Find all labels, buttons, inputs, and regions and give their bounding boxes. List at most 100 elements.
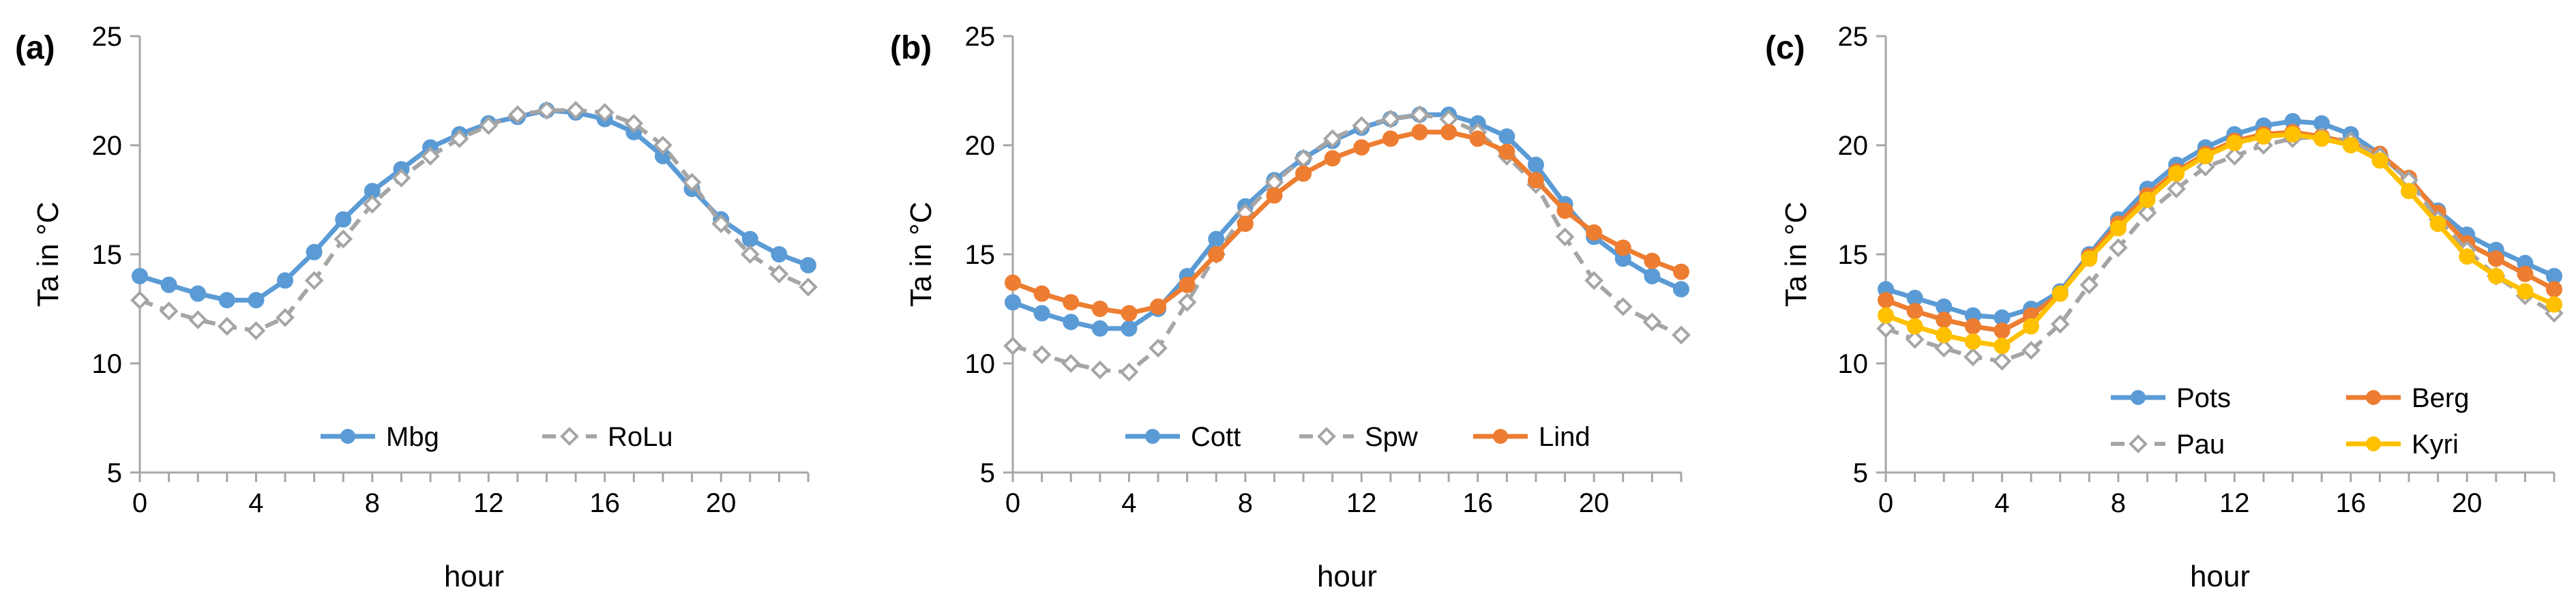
legend-item-berg: Berg xyxy=(2346,383,2470,413)
x-tick-label: 4 xyxy=(1121,488,1136,518)
data-point xyxy=(190,285,207,302)
data-point xyxy=(1936,327,1953,344)
data-point xyxy=(218,292,235,309)
x-tick-label: 16 xyxy=(589,488,620,518)
legend-label: RoLu xyxy=(608,422,673,452)
y-tick-label: 5 xyxy=(107,458,122,488)
y-tick-label: 20 xyxy=(92,131,123,161)
data-point xyxy=(1179,276,1196,293)
data-point xyxy=(391,168,411,188)
legend: Cott Spw Lind xyxy=(1125,422,1590,452)
x-tick-label: 8 xyxy=(365,488,380,518)
data-point xyxy=(1964,333,1981,350)
data-point xyxy=(2546,296,2562,313)
data-point xyxy=(2429,215,2446,232)
data-point xyxy=(1411,123,1428,140)
legend-label: Spw xyxy=(1365,422,1418,452)
data-point xyxy=(334,229,353,249)
x-tick-label: 8 xyxy=(1238,488,1253,518)
data-point xyxy=(1878,292,1894,309)
data-point xyxy=(1382,130,1399,147)
data-point xyxy=(1090,360,1110,380)
data-point xyxy=(1149,338,1168,358)
y-tick-label: 10 xyxy=(92,349,123,379)
x-tick-label: 4 xyxy=(1994,488,2009,518)
x-tick-label: 8 xyxy=(2111,488,2126,518)
panel-label: (c) xyxy=(1765,30,1805,66)
data-point xyxy=(2109,238,2128,258)
data-point xyxy=(130,290,149,310)
x-axis-title: hour xyxy=(1317,560,1377,593)
legend-marker xyxy=(2129,434,2148,453)
data-point xyxy=(1555,227,1575,247)
x-tick-label: 4 xyxy=(248,488,263,518)
data-point xyxy=(1584,271,1604,290)
data-point xyxy=(2081,250,2098,267)
data-point xyxy=(1005,274,1021,291)
data-point xyxy=(132,268,148,284)
data-point xyxy=(1033,305,1050,322)
data-point xyxy=(2284,126,2301,142)
chart-panel-1: 5 10 15 20 25 0 4 8 12 16 20 hour Ta in °C (a) Mbg RoLu xyxy=(15,22,818,593)
data-point xyxy=(740,245,760,264)
data-point xyxy=(1208,246,1225,262)
series-line xyxy=(138,108,810,333)
legend-marker xyxy=(340,429,355,444)
data-point xyxy=(1091,320,1108,337)
series-spw xyxy=(1003,105,1691,382)
data-point xyxy=(682,172,702,192)
y-axis-title: Ta in °C xyxy=(31,202,65,308)
data-point xyxy=(1324,150,1341,167)
data-point xyxy=(2517,265,2534,282)
data-point xyxy=(2371,152,2388,169)
data-point xyxy=(1498,143,1515,160)
data-point xyxy=(1527,172,1544,189)
legend-item-pots: Pots xyxy=(2111,383,2231,413)
x-tick-label: 12 xyxy=(2219,488,2250,518)
y-tick-label: 5 xyxy=(1853,458,1868,488)
data-point xyxy=(624,114,644,133)
data-point xyxy=(2079,275,2099,295)
data-point xyxy=(1208,230,1225,247)
x-tick-label: 20 xyxy=(706,488,737,518)
series-lind xyxy=(1005,123,1689,322)
data-point xyxy=(306,243,323,260)
x-tick-label: 12 xyxy=(1346,488,1377,518)
data-point xyxy=(246,321,266,340)
data-point xyxy=(1440,123,1457,140)
data-point xyxy=(711,214,731,234)
x-axis-title: hour xyxy=(2190,560,2250,593)
y-tick-label: 10 xyxy=(1838,349,1869,379)
data-point xyxy=(1498,128,1515,145)
data-point xyxy=(1121,320,1138,337)
data-point xyxy=(1642,312,1662,332)
series-line xyxy=(138,108,810,303)
data-point xyxy=(2517,283,2534,300)
legend-label: Berg xyxy=(2412,383,2470,413)
data-point xyxy=(537,100,557,120)
y-tick-label: 15 xyxy=(1838,240,1869,270)
chart-panel-3: 5 10 15 20 25 0 4 8 12 16 20 hour Ta in °C (c) Pots Ber… xyxy=(1765,22,2564,593)
data-point xyxy=(799,278,818,297)
data-point xyxy=(1527,156,1544,173)
data-point xyxy=(277,272,294,289)
y-tick-label: 25 xyxy=(92,22,123,52)
y-tick-label: 15 xyxy=(92,240,123,270)
legend-label: Pau xyxy=(2176,430,2225,460)
data-point xyxy=(1556,202,1573,219)
data-point xyxy=(1061,354,1081,373)
data-point xyxy=(1063,294,1080,311)
data-point xyxy=(1352,116,1372,136)
legend-item-pau: Pau xyxy=(2111,430,2225,460)
data-point xyxy=(1994,338,2011,355)
y-tick-label: 10 xyxy=(965,349,996,379)
data-point xyxy=(2197,148,2214,164)
data-point xyxy=(2226,134,2243,151)
data-point xyxy=(1673,281,1689,298)
x-tick-label: 12 xyxy=(473,488,504,518)
x-tick-label: 20 xyxy=(1579,488,1610,518)
legend-label: Lind xyxy=(1539,422,1590,452)
legend-item-cott: Cott xyxy=(1125,422,1241,452)
data-point xyxy=(304,271,324,290)
chart-panel-2: 5 10 15 20 25 0 4 8 12 16 20 hour Ta in °C (b) Cott Spw… xyxy=(890,22,1691,593)
